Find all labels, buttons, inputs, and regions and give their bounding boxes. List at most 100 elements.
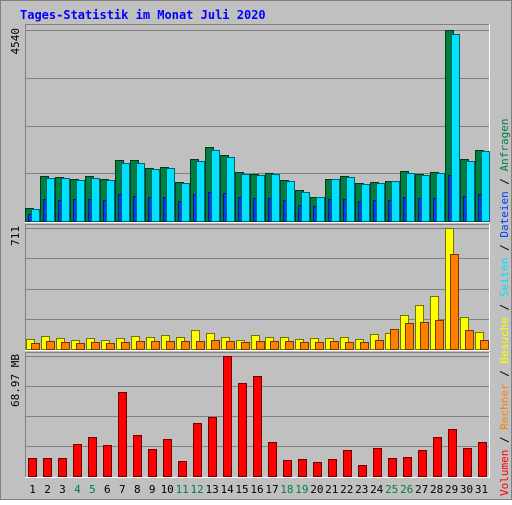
x-tick-label-day-1: 1 <box>29 483 36 496</box>
bar-seiten-day-2 <box>46 178 55 222</box>
x-tick-label-day-3: 3 <box>59 483 66 496</box>
bar-volumen-day-13 <box>208 417 217 477</box>
bar-seiten-day-31 <box>481 151 490 222</box>
right-legend-item-besuche: Besuche <box>498 317 511 363</box>
bar-rechner-day-19 <box>300 342 309 350</box>
bar-rechner-day-31 <box>480 340 489 350</box>
panel-top-max-label: 4540 <box>9 28 22 55</box>
bar-volumen-day-3 <box>58 458 67 477</box>
right-legend-text: Volumen / Rechner / Besuche / Seiten / D… <box>498 118 511 496</box>
bar-rechner-day-7 <box>121 342 130 350</box>
bar-rechner-day-25 <box>390 329 399 350</box>
panel-bottom-max-label: 68.97 MB <box>9 354 22 407</box>
x-tick-label-day-9: 9 <box>149 483 156 496</box>
x-tick-label-day-18: 18 <box>280 483 293 496</box>
x-tick-label-day-27: 27 <box>415 483 428 496</box>
right-legend-separator: / <box>498 364 511 384</box>
bar-volumen-day-25 <box>388 458 397 477</box>
right-legend-separator: / <box>498 430 511 450</box>
x-tick-label-day-6: 6 <box>104 483 111 496</box>
right-legend-separator: / <box>498 297 511 317</box>
bar-seiten-day-28 <box>436 173 445 222</box>
bar-rechner-day-11 <box>181 341 190 350</box>
bar-rechner-day-29 <box>450 254 459 350</box>
bar-seiten-day-23 <box>361 184 370 222</box>
bar-seiten-day-17 <box>271 174 280 222</box>
bar-seiten-day-7 <box>121 163 130 222</box>
panel-bottom: 68.97 MB <box>9 352 490 478</box>
x-tick-label-day-10: 10 <box>161 483 174 496</box>
bar-seiten-day-4 <box>76 180 85 222</box>
right-legend-item-seiten: Seiten <box>498 258 511 298</box>
x-tick-label-day-15: 15 <box>235 483 248 496</box>
x-tick-label-day-25: 25 <box>385 483 398 496</box>
bar-seiten-day-6 <box>106 180 115 222</box>
bar-volumen-day-30 <box>463 448 472 477</box>
bar-volumen-day-23 <box>358 465 367 477</box>
bar-seiten-day-26 <box>406 173 415 222</box>
x-tick-label-day-12: 12 <box>190 483 203 496</box>
x-tick-label-day-14: 14 <box>220 483 234 496</box>
bar-seiten-day-11 <box>181 183 190 222</box>
bar-volumen-day-2 <box>43 458 52 477</box>
bar-volumen-day-16 <box>253 376 262 477</box>
bar-rechner-day-2 <box>46 341 55 350</box>
bar-besuche-day-12 <box>191 330 200 350</box>
x-tick-label-day-16: 16 <box>250 483 263 496</box>
bar-seiten-day-21 <box>331 179 340 222</box>
bar-volumen-day-10 <box>163 439 172 477</box>
bar-volumen-day-21 <box>328 459 337 477</box>
x-tick-label-day-31: 31 <box>475 483 488 496</box>
panel-middle: 711 <box>9 224 490 351</box>
bar-rechner-day-4 <box>76 343 85 350</box>
right-legend-separator: / <box>498 171 511 191</box>
bar-volumen-day-24 <box>373 448 382 477</box>
bar-seiten-day-24 <box>376 183 385 222</box>
bar-rechner-day-18 <box>285 341 294 350</box>
bar-seiten-day-27 <box>421 175 430 222</box>
bar-volumen-day-11 <box>178 461 187 477</box>
right-legend-item-rechner: Rechner <box>498 383 511 430</box>
right-legend-item-anfragen: Anfragen <box>498 118 511 171</box>
x-tick-label-day-11: 11 <box>176 483 189 496</box>
bar-seiten-day-14 <box>226 157 235 222</box>
bar-rechner-day-24 <box>375 340 384 350</box>
bar-seiten-day-15 <box>241 174 250 222</box>
bar-seiten-day-9 <box>151 169 160 222</box>
bar-rechner-day-15 <box>241 342 250 350</box>
bar-seiten-day-12 <box>196 161 205 222</box>
x-tick-label-day-5: 5 <box>89 483 96 496</box>
bar-volumen-day-26 <box>403 457 412 477</box>
bar-volumen-day-15 <box>238 383 247 477</box>
bar-seiten-day-18 <box>286 181 295 222</box>
bar-seiten-day-20 <box>316 197 325 222</box>
bar-volumen-day-17 <box>268 442 277 477</box>
bar-rechner-day-5 <box>91 342 100 350</box>
bar-volumen-day-6 <box>103 445 112 477</box>
bar-seiten-day-25 <box>391 181 400 222</box>
right-legend: Volumen / Rechner / Besuche / Seiten / D… <box>498 118 511 496</box>
bar-seiten-day-5 <box>91 178 100 222</box>
bar-rechner-day-27 <box>420 322 429 350</box>
bar-rechner-day-28 <box>435 320 444 350</box>
chart-panels: 4540 711 68.97 MB <box>9 24 490 478</box>
bar-volumen-day-28 <box>433 437 442 477</box>
bar-volumen-day-22 <box>343 450 352 477</box>
bar-rechner-day-14 <box>226 341 235 350</box>
bar-rechner-day-1 <box>31 343 40 350</box>
bar-rechner-day-26 <box>405 323 414 350</box>
bar-volumen-day-5 <box>88 437 97 477</box>
bar-seiten-day-29 <box>451 34 460 222</box>
bar-seiten-day-8 <box>136 163 145 222</box>
bar-rechner-day-22 <box>345 342 354 350</box>
bar-rechner-day-6 <box>106 343 115 350</box>
bar-volumen-day-4 <box>73 444 82 477</box>
x-tick-label-day-2: 2 <box>44 483 51 496</box>
bar-volumen-day-29 <box>448 429 457 477</box>
bar-rechner-day-17 <box>270 341 279 350</box>
x-tick-label-day-17: 17 <box>265 483 278 496</box>
bar-volumen-day-8 <box>133 435 142 477</box>
right-legend-item-volumen: Volumen <box>498 450 511 496</box>
